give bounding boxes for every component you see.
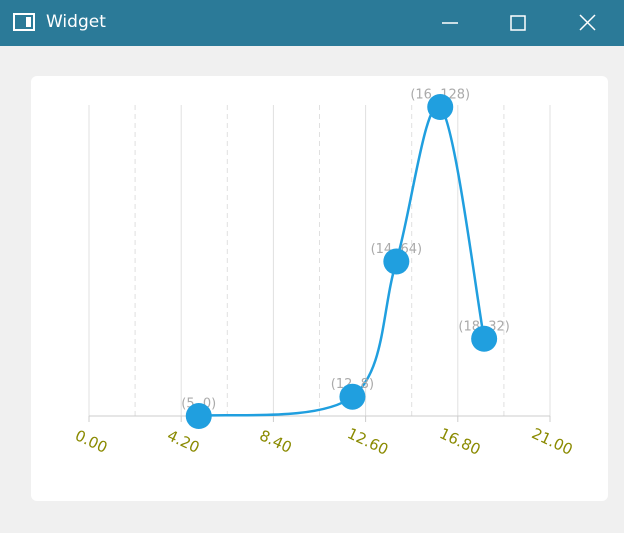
- point: [383, 248, 410, 275]
- point: [185, 403, 212, 429]
- window-title: Widget: [46, 12, 106, 32]
- app-icon: [13, 13, 35, 31]
- maximize-button[interactable]: [510, 15, 526, 31]
- app-icon-part: [26, 17, 31, 27]
- title-bar: Widget: [0, 0, 624, 46]
- point: [471, 325, 498, 352]
- title-icons: [13, 13, 596, 31]
- close-button[interactable]: [579, 14, 596, 31]
- point: [339, 383, 366, 410]
- point: [427, 94, 454, 120]
